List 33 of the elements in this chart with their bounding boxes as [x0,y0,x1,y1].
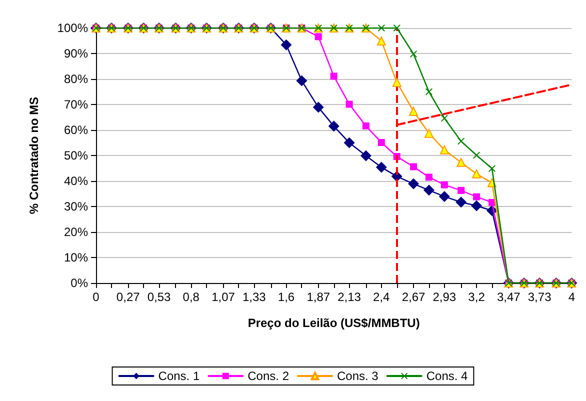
y-tick-label: 80% [64,72,88,86]
x-tick-label: 3,73 [528,290,552,304]
legend-label: Cons. 4 [426,369,468,383]
x-tick-label: 0 [92,290,100,304]
x-tick-label: 0,8 [182,290,200,304]
y-tick-label: 60% [64,123,88,137]
x-tick-label: 1,33 [242,290,266,304]
x-axis-title: Preço do Leilão (US$/MMBTU) [248,316,420,330]
x-tick-label: 3,47 [496,290,521,304]
legend-label: Cons. 3 [337,369,379,383]
x-tick-label: 1,6 [278,290,295,304]
legend-label: Cons. 1 [158,369,200,383]
y-axis-title: % Contratado no MS [27,96,41,214]
x-tick-label: 1,07 [212,290,236,304]
y-tick-label: 30% [64,200,88,214]
x-tick-label: 4 [568,290,576,304]
y-tick-label: 0% [70,276,88,290]
y-tick-label: 70% [64,98,88,112]
y-tick-label: 40% [64,174,88,188]
x-tick-label: 2,67 [402,290,426,304]
x-tick-label: 2,93 [432,290,456,304]
y-tick-label: 20% [64,225,88,239]
x-tick-label: 1,87 [306,290,330,304]
x-tick-label: 0,53 [147,290,172,304]
x-tick-label: 2,4 [373,290,390,304]
y-tick-label: 50% [64,148,88,162]
x-tick-label: 0,27 [116,290,140,304]
y-tick-label: 90% [64,46,88,60]
y-tick-label: 100% [57,21,88,35]
x-tick-label: 2,13 [338,290,362,304]
legend-label: Cons. 2 [248,369,290,383]
x-tick-label: 3,2 [468,290,486,304]
y-tick-label: 10% [64,250,88,264]
